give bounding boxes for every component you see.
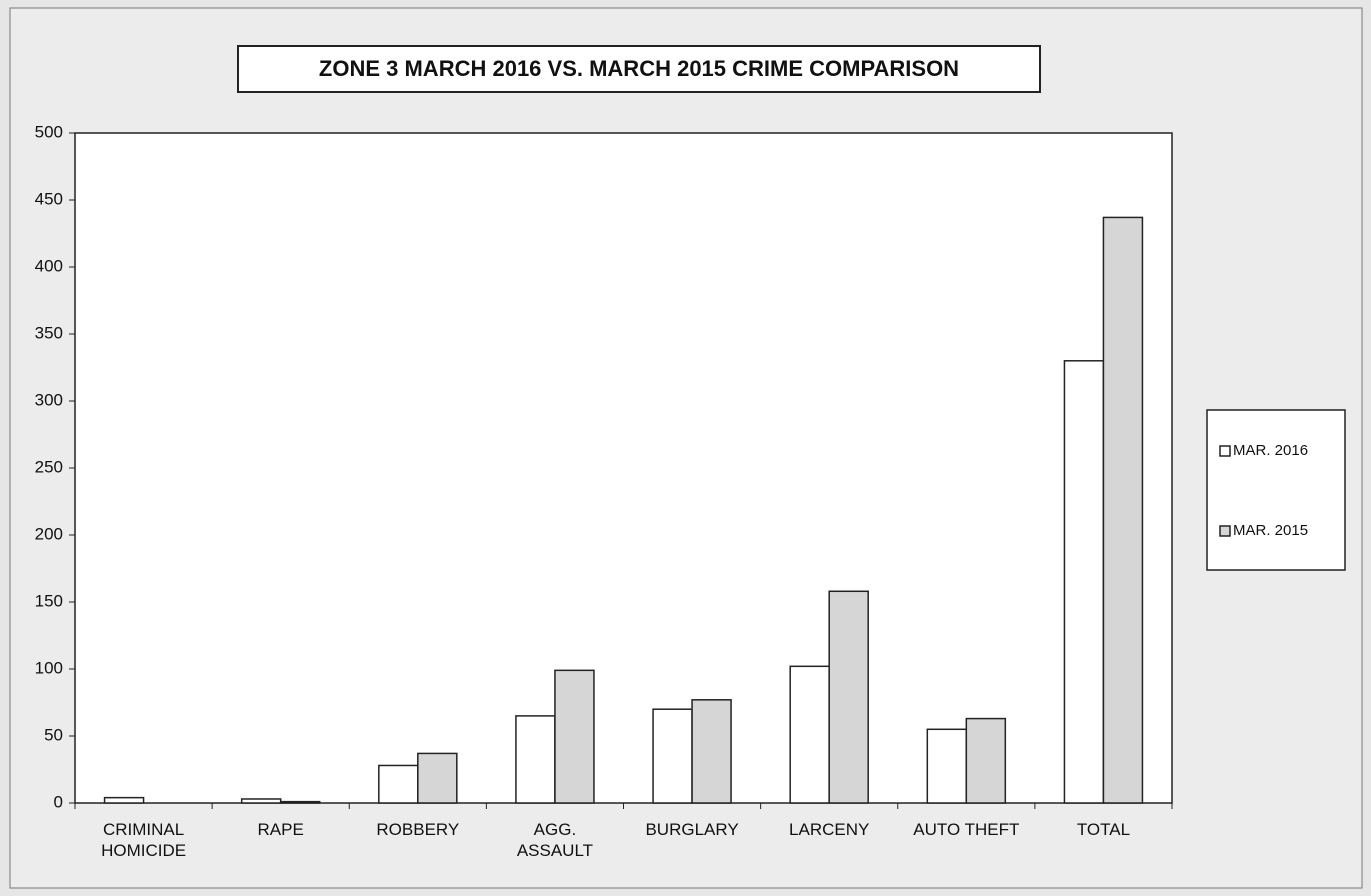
title-box — [237, 45, 1041, 93]
bar — [240, 798, 282, 804]
y-tick-label: 500 — [35, 122, 63, 141]
y-tick-label: 50 — [44, 725, 63, 744]
y-tick-label: 250 — [35, 457, 63, 476]
bar — [515, 715, 556, 804]
x-tick-label: RAPE — [257, 820, 304, 839]
legend-box — [1206, 409, 1346, 571]
y-tick-label: 200 — [35, 524, 63, 543]
bar — [279, 800, 321, 804]
bar — [417, 752, 458, 804]
bar — [926, 728, 968, 804]
x-tick-label: AGG. ASSAULT — [516, 820, 594, 860]
x-tick-label: BURGLARY — [645, 820, 739, 839]
legend-label: MAR. 2015 — [1233, 522, 1308, 539]
y-tick-label: 300 — [35, 390, 63, 409]
bar — [691, 699, 732, 804]
bar — [965, 717, 1007, 804]
bar — [554, 669, 595, 804]
legend-swatch — [1219, 445, 1231, 457]
y-tick-label: 100 — [35, 658, 63, 677]
chart-title: ZONE 3 MARCH 2016 VS. MARCH 2015 CRIME C… — [319, 56, 959, 81]
x-tick-label: ROBBERY — [376, 820, 460, 839]
bar — [378, 764, 419, 804]
bar — [789, 665, 830, 804]
y-tick-label: 350 — [35, 323, 63, 342]
bar — [652, 708, 693, 804]
plot-area — [74, 132, 1173, 804]
legend-label: MAR. 2016 — [1233, 442, 1308, 459]
x-tick-label: AUTO THEFT — [913, 820, 1020, 839]
y-tick-label: 150 — [35, 591, 63, 610]
y-tick-label: 0 — [54, 792, 63, 811]
x-tick-label: CRIMINAL HOMICIDE — [101, 820, 187, 860]
y-tick-label: 400 — [35, 256, 63, 275]
bar — [828, 590, 869, 804]
legend-swatch — [1219, 525, 1231, 537]
x-tick-label: TOTAL — [1076, 820, 1131, 839]
y-tick-label: 450 — [35, 189, 63, 208]
x-tick-label: LARCENY — [789, 820, 870, 839]
bar — [1063, 360, 1105, 804]
bar — [1102, 216, 1144, 804]
bar — [103, 796, 145, 804]
